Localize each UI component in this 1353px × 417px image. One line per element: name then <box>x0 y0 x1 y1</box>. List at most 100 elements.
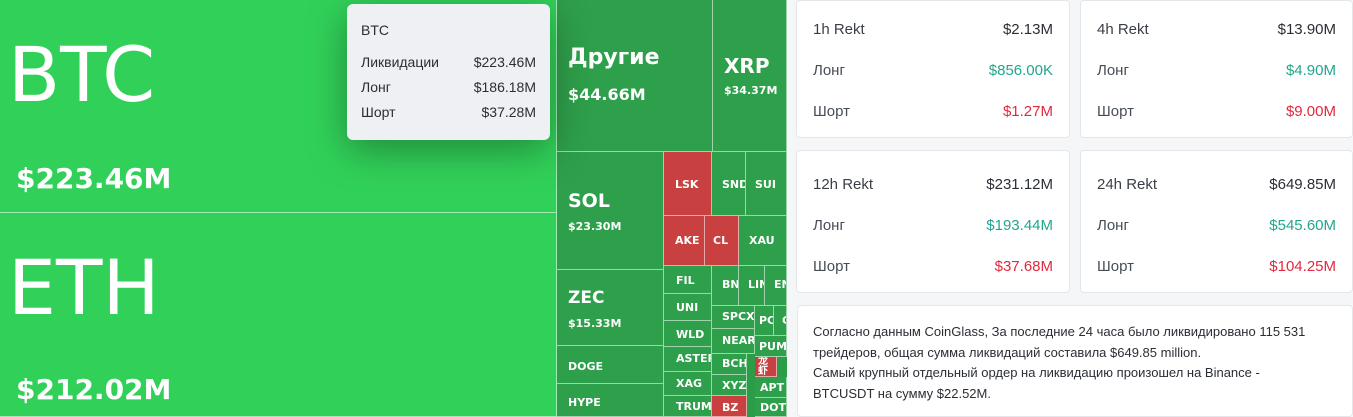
liquidation-summary: Согласно данным CoinGlass, За последние … <box>797 305 1353 417</box>
heatmap-tile-apt[interactable]: APT <box>755 377 787 398</box>
tooltip-label: Шорт <box>361 104 396 120</box>
card-total: $649.85M <box>1269 176 1336 193</box>
card-total: $231.12M <box>986 176 1053 193</box>
long-value: $193.44M <box>986 217 1053 234</box>
tile-symbol: CL <box>713 234 729 247</box>
tile-symbol: XAU <box>749 234 775 247</box>
short-label: Шорт <box>813 103 850 120</box>
heatmap-tile-ake[interactable]: AKE <box>664 216 705 266</box>
card-total: $13.90M <box>1277 21 1336 38</box>
heatmap-tile-xau[interactable]: XAU <box>739 216 787 266</box>
heatmap-tile-sol[interactable]: SOL $23.30M <box>557 152 664 270</box>
short-value: $37.68M <box>994 258 1053 275</box>
heatmap-tile-near[interactable]: NEAR <box>712 329 755 354</box>
heatmap-tile-pum[interactable]: PUM <box>755 336 787 357</box>
rekt-card-4h: 4h Rekt $13.90M Лонг $4.90M Шорт $9.00M <box>1080 0 1353 138</box>
heatmap-tooltip: BTC Ликвидации $223.46M Лонг $186.18M Шо… <box>347 4 550 140</box>
rekt-card-1h: 1h Rekt $2.13M Лонг $856.00K Шорт $1.27M <box>796 0 1070 138</box>
card-title: 12h Rekt <box>813 176 874 193</box>
summary-line: BTCUSDT на сумму $22.52M. <box>813 385 991 401</box>
short-value: $104.25M <box>1269 258 1336 275</box>
tooltip-row-short: Шорт $37.28M <box>361 104 536 120</box>
heatmap-tile-bz[interactable]: BZ <box>712 396 747 417</box>
short-label: Шорт <box>813 258 850 275</box>
tooltip-label: Лонг <box>361 79 391 95</box>
long-value: $856.00K <box>988 62 1053 79</box>
tile-symbol: LIN <box>748 278 764 291</box>
heatmap-tile-aster[interactable]: ASTER <box>664 347 712 372</box>
heatmap-tile-wld[interactable]: WLD <box>664 321 712 347</box>
heatmap-tile-pc[interactable]: PC <box>755 306 774 336</box>
tile-symbol: ASTER <box>676 352 712 365</box>
tile-symbol: TRUMP <box>676 400 712 413</box>
long-value: $4.90M <box>1285 62 1336 79</box>
heatmap-tile-en[interactable]: EN <box>765 266 787 306</box>
card-title: 1h Rekt <box>813 21 865 38</box>
heatmap-tile-lsk[interactable]: LSK <box>664 152 712 216</box>
tooltip-value: $223.46M <box>473 54 536 70</box>
tooltip-row-liquidations: Ликвидации $223.46M <box>361 54 536 70</box>
tile-symbol: BZ <box>722 401 739 414</box>
tile-symbol: PC <box>759 314 774 327</box>
rekt-card-24h: 24h Rekt $649.85M Лонг $545.60M Шорт $104.2… <box>1080 150 1353 293</box>
summary-line: Самый крупный отдельный ордер на ликвида… <box>813 365 1260 380</box>
tile-symbol: Другие <box>568 45 660 70</box>
tile-symbol: EN <box>774 278 786 291</box>
tile-value: $223.46M <box>16 162 172 195</box>
tooltip-label: Ликвидации <box>361 54 440 70</box>
heatmap-tile-xrp[interactable]: XRP $34.37M <box>713 0 787 152</box>
tile-symbol: SOL <box>568 190 610 212</box>
heatmap-tile-lin[interactable]: LIN <box>739 266 765 306</box>
heatmap-tile-eth[interactable]: ETH $212.02M <box>0 213 557 417</box>
tile-symbol: PUM <box>759 340 787 353</box>
short-label: Шорт <box>1097 103 1134 120</box>
card-title: 24h Rekt <box>1097 176 1158 193</box>
long-label: Лонг <box>813 217 845 234</box>
heatmap-tile-c[interactable]: C <box>774 306 787 336</box>
rekt-card-12h: 12h Rekt $231.12M Лонг $193.44M Шорт $37.68… <box>796 150 1070 293</box>
tile-value: $212.02M <box>16 373 172 406</box>
heatmap-tile-cjk[interactable]: 龙虾 <box>755 357 777 377</box>
tile-symbol: BTC <box>8 30 156 119</box>
tile-symbol: XRP <box>724 54 770 78</box>
card-total: $2.13M <box>1002 21 1053 38</box>
heatmap-tile-sui[interactable]: SUI <box>746 152 787 216</box>
heatmap-tile-trump[interactable]: TRUMP <box>664 396 712 417</box>
long-value: $545.60M <box>1269 217 1336 234</box>
heatmap-tile-uni[interactable]: UNI <box>664 294 712 321</box>
tile-value: $34.37M <box>724 84 778 97</box>
tile-value: $44.66M <box>568 85 646 104</box>
tile-symbol: SUI <box>755 178 776 191</box>
long-label: Лонг <box>813 62 845 79</box>
tile-symbol: HYPE <box>568 396 601 409</box>
tile-symbol: APT <box>760 381 785 394</box>
short-value: $9.00M <box>1285 103 1336 120</box>
heatmap-tile-xyz[interactable]: XYZ: <box>712 375 747 396</box>
heatmap-tile-dot[interactable]: DOT <box>755 398 787 417</box>
heatmap-tile-spcx[interactable]: SPCX <box>712 306 755 329</box>
tile-symbol: DOT <box>760 401 786 414</box>
tile-symbol: BN <box>722 278 739 291</box>
tile-symbol: FIL <box>676 274 695 287</box>
heatmap-tile-other[interactable]: Другие $44.66M <box>557 0 713 152</box>
heatmap-tile-snd[interactable]: SND <box>712 152 746 216</box>
heatmap-tile-zec[interactable]: ZEC $15.33M <box>557 270 664 346</box>
tile-symbol: NEAR <box>722 334 755 347</box>
short-value: $1.27M <box>1002 103 1053 120</box>
tile-symbol: AKE <box>675 234 700 247</box>
heatmap-tile-bch[interactable]: BCH <box>712 354 747 375</box>
summary-line: Согласно данным CoinGlass, За последние … <box>813 324 1306 339</box>
long-label: Лонг <box>1097 62 1129 79</box>
tooltip-title: BTC <box>361 22 389 38</box>
heatmap-tile-cl[interactable]: CL <box>705 216 739 266</box>
tile-symbol: ZEC <box>568 288 605 308</box>
tile-symbol: XYZ: <box>722 379 747 392</box>
long-label: Лонг <box>1097 217 1129 234</box>
tile-value: $15.33M <box>568 317 622 330</box>
heatmap-tile-fil[interactable]: FIL <box>664 266 712 294</box>
heatmap-tile-hype[interactable]: HYPE <box>557 384 664 417</box>
heatmap-tile-bn[interactable]: BN <box>712 266 739 306</box>
heatmap-tile-xag[interactable]: XAG <box>664 372 712 396</box>
heatmap-tile-doge[interactable]: DOGE <box>557 346 664 384</box>
tile-symbol: XAG <box>676 377 703 390</box>
